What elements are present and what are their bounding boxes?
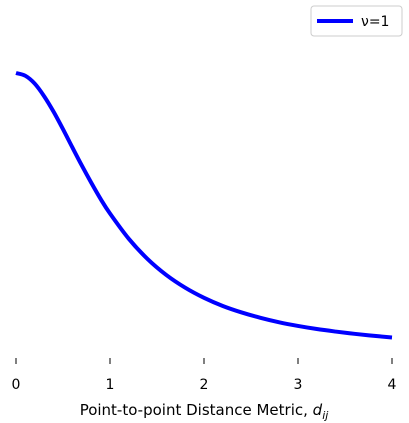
x-axis: 0 1 2 3 4: [12, 358, 397, 393]
x-axis-label: Point-to-point Distance Metric, dij: [80, 401, 330, 422]
series-line-0: [15, 71, 393, 340]
x-tick-label-3: 3: [294, 377, 303, 393]
x-tick-label-2: 2: [200, 377, 209, 393]
legend-box: [310, 5, 403, 37]
x-tick-label-0: 0: [12, 377, 21, 393]
plot-area: [15, 71, 393, 340]
x-tick-label-4: 4: [388, 377, 397, 393]
x-axis-label-symbol: d: [313, 401, 323, 419]
legend: ν=1: [310, 5, 403, 37]
x-axis-label-subscript: ij: [322, 409, 329, 422]
x-tick-label-1: 1: [106, 377, 115, 393]
x-axis-label-text: Point-to-point Distance Metric,: [80, 401, 313, 419]
legend-label: ν=1: [361, 14, 389, 30]
